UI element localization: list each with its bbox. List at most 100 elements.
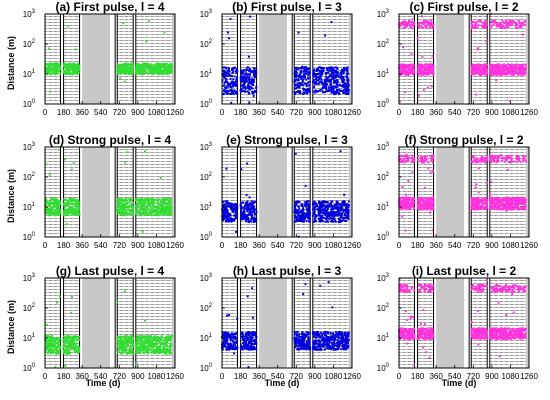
- data-point: [331, 85, 334, 88]
- data-point: [323, 207, 326, 210]
- data-point: [305, 215, 308, 218]
- data-point: [312, 76, 315, 79]
- data-point: [239, 79, 242, 82]
- data-point: [301, 75, 304, 78]
- data-point: [168, 206, 171, 209]
- data-point: [427, 206, 430, 209]
- data-point: [479, 206, 482, 209]
- data-point: [409, 23, 412, 26]
- data-point: [235, 83, 238, 86]
- data-point: [471, 68, 474, 71]
- x-tick-label: 720: [290, 241, 304, 250]
- data-point: [315, 68, 318, 71]
- data-point: [340, 215, 343, 218]
- data-point: [250, 215, 253, 218]
- data-point: [224, 91, 227, 94]
- data-point: [247, 82, 250, 85]
- data-point: [335, 83, 338, 86]
- data-point: [473, 73, 476, 76]
- data-point: [241, 69, 244, 72]
- data-point: [67, 69, 70, 72]
- data-point: [64, 203, 67, 206]
- data-point: [70, 66, 73, 69]
- data-point: [330, 211, 333, 214]
- data-point: [57, 70, 60, 73]
- data-point: [342, 91, 345, 94]
- data-point: [248, 70, 251, 73]
- axes-frame: [44, 13, 176, 105]
- data-point: [399, 206, 402, 209]
- data-point: [315, 81, 318, 84]
- data-point: [135, 208, 138, 211]
- data-point: [245, 203, 248, 206]
- data-point: [77, 67, 80, 70]
- x-tick-label: 360: [75, 108, 89, 117]
- data-point: [336, 89, 339, 92]
- data-point: [224, 79, 227, 82]
- data-point: [233, 89, 236, 92]
- data-point: [232, 78, 235, 81]
- data-point: [405, 73, 408, 76]
- data-point: [255, 90, 258, 93]
- data-point: [246, 74, 249, 77]
- data-point: [416, 70, 419, 73]
- data-point: [495, 73, 498, 76]
- data-point: [322, 67, 325, 70]
- data-point: [49, 203, 52, 206]
- data-point: [251, 84, 254, 87]
- data-point: [317, 79, 320, 82]
- data-point: [417, 23, 420, 26]
- data-point: [405, 201, 408, 204]
- data-point: [330, 86, 333, 89]
- data-point: [241, 78, 244, 81]
- x-tick-label: 540: [271, 108, 285, 117]
- data-point: [252, 204, 255, 207]
- data-point: [123, 63, 126, 66]
- data-point: [119, 66, 122, 69]
- x-tick-label: 900: [131, 108, 145, 117]
- data-point: [476, 63, 479, 66]
- data-point: [77, 62, 80, 65]
- data-point: [314, 213, 317, 216]
- data-point: [298, 200, 301, 203]
- data-point: [325, 214, 328, 217]
- data-point: [330, 207, 333, 210]
- data-point: [333, 212, 336, 215]
- data-point: [72, 213, 75, 216]
- data-point: [240, 206, 243, 209]
- data-point: [295, 75, 298, 78]
- data-point: [342, 81, 345, 84]
- data-point: [231, 71, 234, 74]
- data-point: [346, 78, 349, 81]
- data-point: [161, 70, 164, 73]
- data-point: [334, 214, 337, 217]
- data-point: [407, 73, 410, 76]
- data-point: [235, 85, 238, 88]
- data-point: [225, 72, 228, 75]
- data-point: [66, 211, 69, 214]
- data-point: [518, 71, 521, 74]
- data-point: [77, 203, 80, 206]
- data-point: [230, 217, 233, 220]
- data-point: [160, 72, 163, 75]
- data-point: [308, 72, 311, 75]
- data-point: [52, 72, 55, 75]
- data-point: [50, 210, 53, 213]
- data-point: [508, 23, 511, 26]
- data-point: [241, 216, 244, 219]
- data-point: [305, 72, 308, 75]
- data-point: [231, 206, 234, 209]
- data-point: [131, 212, 134, 215]
- data-point: [402, 22, 405, 25]
- data-point: [139, 197, 142, 200]
- data-point: [479, 67, 482, 70]
- data-point: [137, 202, 140, 205]
- data-point: [432, 73, 435, 76]
- data-point: [470, 201, 473, 204]
- data-point: [150, 66, 153, 69]
- data-point: [407, 207, 410, 210]
- data-point: [296, 90, 299, 93]
- data-point: [424, 201, 427, 204]
- data-point: [428, 197, 431, 200]
- data-point: [335, 91, 338, 94]
